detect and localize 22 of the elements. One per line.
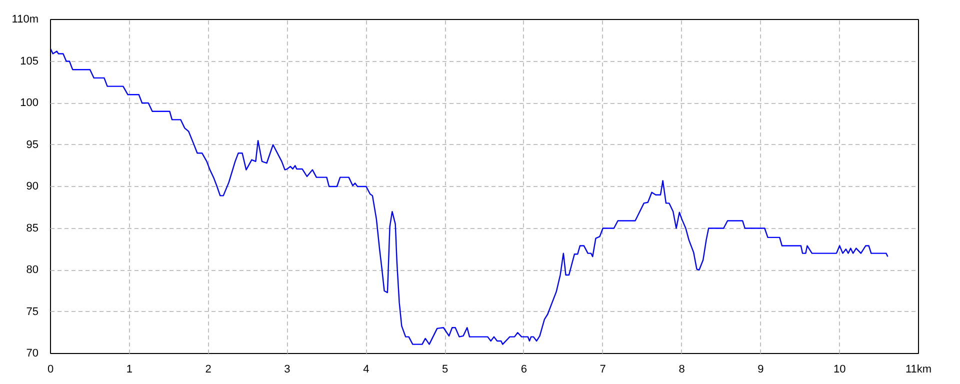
y-tick-label: 90 [26,180,39,192]
x-tick-label: 1 [126,364,132,376]
x-tick-label: 10 [833,364,846,376]
y-tick-label: 80 [26,264,39,276]
x-tick-label: 0 [47,364,54,376]
x-tick-label: 5 [442,364,448,376]
y-tick-label: 70 [26,348,39,360]
x-tick-label: 11km [905,364,932,376]
x-tick-label: 8 [678,364,685,376]
y-tick-label: 85 [26,222,39,234]
x-tick-label: 4 [363,364,370,376]
x-tick-label: 3 [284,364,290,376]
x-tick-label: 2 [205,364,212,376]
y-tick-label: 110m [12,14,39,26]
y-tick-label: 105 [20,55,39,68]
y-tick-label: 95 [26,138,39,151]
x-tick-label: 7 [600,364,606,376]
line-series [50,48,888,345]
x-tick-label: 9 [758,364,764,376]
y-tick-label: 100 [20,97,39,109]
x-tick-label: 6 [520,364,528,376]
y-tick-label: 75 [26,306,39,318]
